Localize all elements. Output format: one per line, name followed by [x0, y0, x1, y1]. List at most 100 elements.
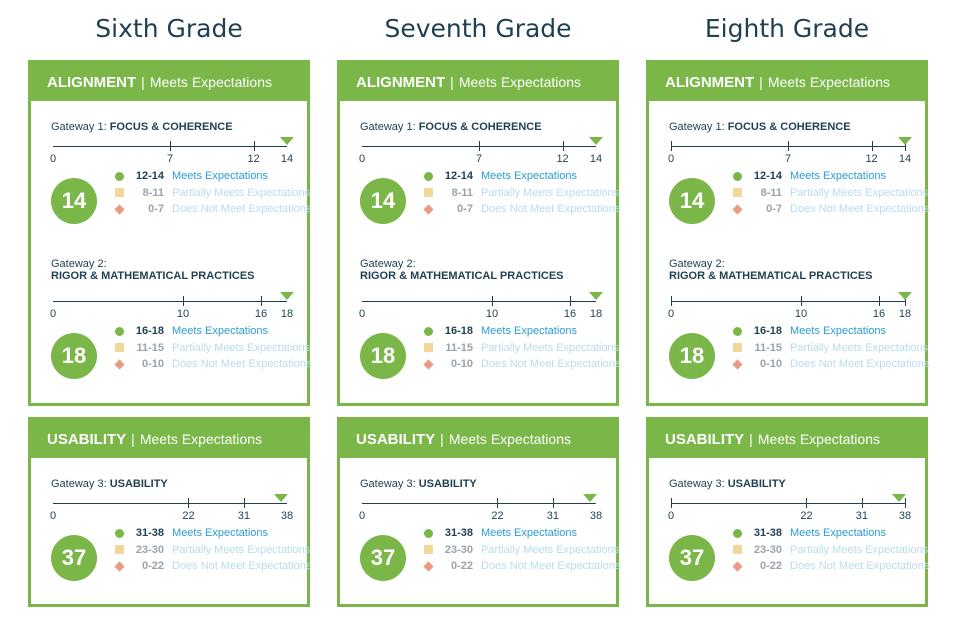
scale-tick-label: 0 — [359, 153, 365, 165]
legend-range: 11-15 — [437, 340, 473, 357]
legend-range: 8-11 — [437, 185, 473, 202]
diamond-icon — [732, 359, 742, 369]
legend-range: 12-14 — [437, 168, 473, 185]
square-icon — [424, 545, 433, 554]
legend-range: 0-22 — [746, 558, 782, 575]
diamond-icon — [114, 561, 124, 571]
gateway-scale-line — [53, 503, 287, 504]
diamond-icon — [423, 359, 433, 369]
diamond-icon — [732, 204, 742, 214]
scale-tick — [244, 498, 245, 508]
legend-range: 11-15 — [746, 340, 782, 357]
legend-label: Does Not Meet Expectations — [481, 558, 620, 575]
score-marker-triangle — [280, 292, 294, 300]
legend-item: 0-22 Does Not Meet Expectations — [733, 558, 929, 575]
score-legend: 31-38 Meets Expectations 23-30 Partially Me… — [115, 525, 311, 575]
gateway-label: Gateway 1: FOCUS & COHERENCE — [669, 121, 851, 133]
gateway-scale-line — [671, 301, 905, 302]
scale-tick — [801, 296, 802, 306]
scale-tick-label: 22 — [182, 510, 194, 522]
card-header-separator: | — [759, 74, 763, 90]
grade-column: Seventh Grade ALIGNMENT | Meets Expectation… — [337, 0, 619, 628]
gateway-label-bold: USABILITY — [728, 478, 786, 490]
scale-tick-label: 22 — [491, 510, 503, 522]
square-icon — [115, 188, 124, 197]
scale-tick — [788, 141, 789, 151]
legend-label: Partially Meets Expectations — [172, 542, 310, 559]
card-header-separator: | — [141, 74, 145, 90]
score-circle: 37 — [360, 535, 406, 581]
legend-label: Meets Expectations — [790, 525, 886, 542]
card-header-status: Meets Expectations — [459, 74, 581, 90]
card-header-status: Meets Expectations — [140, 431, 262, 447]
legend-range: 31-38 — [437, 525, 473, 542]
legend-label: Meets Expectations — [481, 323, 577, 340]
scale-tick-label: 38 — [899, 510, 911, 522]
card-header-separator: | — [450, 74, 454, 90]
legend-range: 12-14 — [746, 168, 782, 185]
card-header-title: USABILITY — [356, 431, 435, 448]
legend-label: Does Not Meet Expectations — [172, 356, 311, 373]
circle-icon — [424, 529, 433, 538]
square-icon — [733, 545, 742, 554]
legend-item: 8-11 Partially Meets Expectations — [115, 185, 311, 202]
scale-tick-label: 0 — [668, 153, 674, 165]
legend-item: 0-7 Does Not Meet Expectations — [733, 201, 929, 218]
legend-item: 23-30 Partially Meets Expectations — [424, 542, 620, 559]
gateway-label: Gateway 3: USABILITY — [669, 478, 786, 490]
legend-label: Partially Meets Expectations — [790, 340, 928, 357]
alignment-card: ALIGNMENT | Meets Expectations Gateway 1: F… — [646, 60, 928, 406]
gateway-label: Gateway 2: RIGOR & MATHEMATICAL PRACTICES — [669, 258, 873, 282]
grade-title: Eighth Grade — [646, 14, 928, 43]
score-circle: 37 — [669, 535, 715, 581]
scale-tick — [254, 141, 255, 151]
legend-item: 31-38 Meets Expectations — [115, 525, 311, 542]
gateway-label-prefix: Gateway 2: — [360, 258, 416, 270]
gateway-scale-line — [671, 503, 905, 504]
legend-range: 16-18 — [128, 323, 164, 340]
scale-tick — [479, 141, 480, 151]
scale-tick — [671, 296, 672, 306]
legend-item: 0-7 Does Not Meet Expectations — [115, 201, 311, 218]
circle-icon — [115, 327, 124, 336]
gateway-scale-line — [362, 301, 596, 302]
legend-range: 0-7 — [437, 201, 473, 218]
legend-range: 0-7 — [128, 201, 164, 218]
scale-tick-label: 38 — [281, 510, 293, 522]
scale-tick — [553, 498, 554, 508]
gateway-label: Gateway 2: RIGOR & MATHEMATICAL PRACTICES — [51, 258, 255, 282]
square-icon — [115, 343, 124, 352]
scale-tick-label: 18 — [899, 308, 911, 320]
legend-item: 11-15 Partially Meets Expectations — [733, 340, 929, 357]
grade-column: Eighth Grade ALIGNMENT | Meets Expectations… — [646, 0, 928, 628]
score-marker-triangle — [583, 494, 597, 502]
gateway-label: Gateway 3: USABILITY — [51, 478, 168, 490]
card-header-title: USABILITY — [47, 431, 126, 448]
card-header-status: Meets Expectations — [768, 74, 890, 90]
legend-label: Does Not Meet Expectations — [790, 201, 929, 218]
legend-label: Does Not Meet Expectations — [481, 356, 620, 373]
square-icon — [733, 343, 742, 352]
card-header-separator: | — [440, 431, 444, 447]
score-legend: 12-14 Meets Expectations 8-11 Partially Mee… — [424, 168, 620, 218]
score-circle: 37 — [51, 535, 97, 581]
score-marker-triangle — [898, 292, 912, 300]
circle-icon — [424, 172, 433, 181]
usability-card: USABILITY | Meets Expectations Gateway 3: U… — [28, 417, 310, 607]
gateway-scale-line — [53, 301, 287, 302]
legend-range: 16-18 — [437, 323, 473, 340]
legend-item: 0-10 Does Not Meet Expectations — [424, 356, 620, 373]
scale-tick-label: 18 — [281, 308, 293, 320]
legend-label: Meets Expectations — [790, 323, 886, 340]
scale-tick — [563, 141, 564, 151]
legend-item: 0-22 Does Not Meet Expectations — [115, 558, 311, 575]
scale-tick-label: 7 — [167, 153, 173, 165]
gateway-scale-line — [362, 146, 596, 147]
scale-tick-label: 0 — [50, 308, 56, 320]
legend-label: Partially Meets Expectations — [481, 185, 619, 202]
legend-range: 23-30 — [437, 542, 473, 559]
alignment-card: ALIGNMENT | Meets Expectations Gateway 1: F… — [28, 60, 310, 406]
circle-icon — [733, 327, 742, 336]
legend-range: 31-38 — [746, 525, 782, 542]
scale-tick-label: 14 — [899, 153, 911, 165]
